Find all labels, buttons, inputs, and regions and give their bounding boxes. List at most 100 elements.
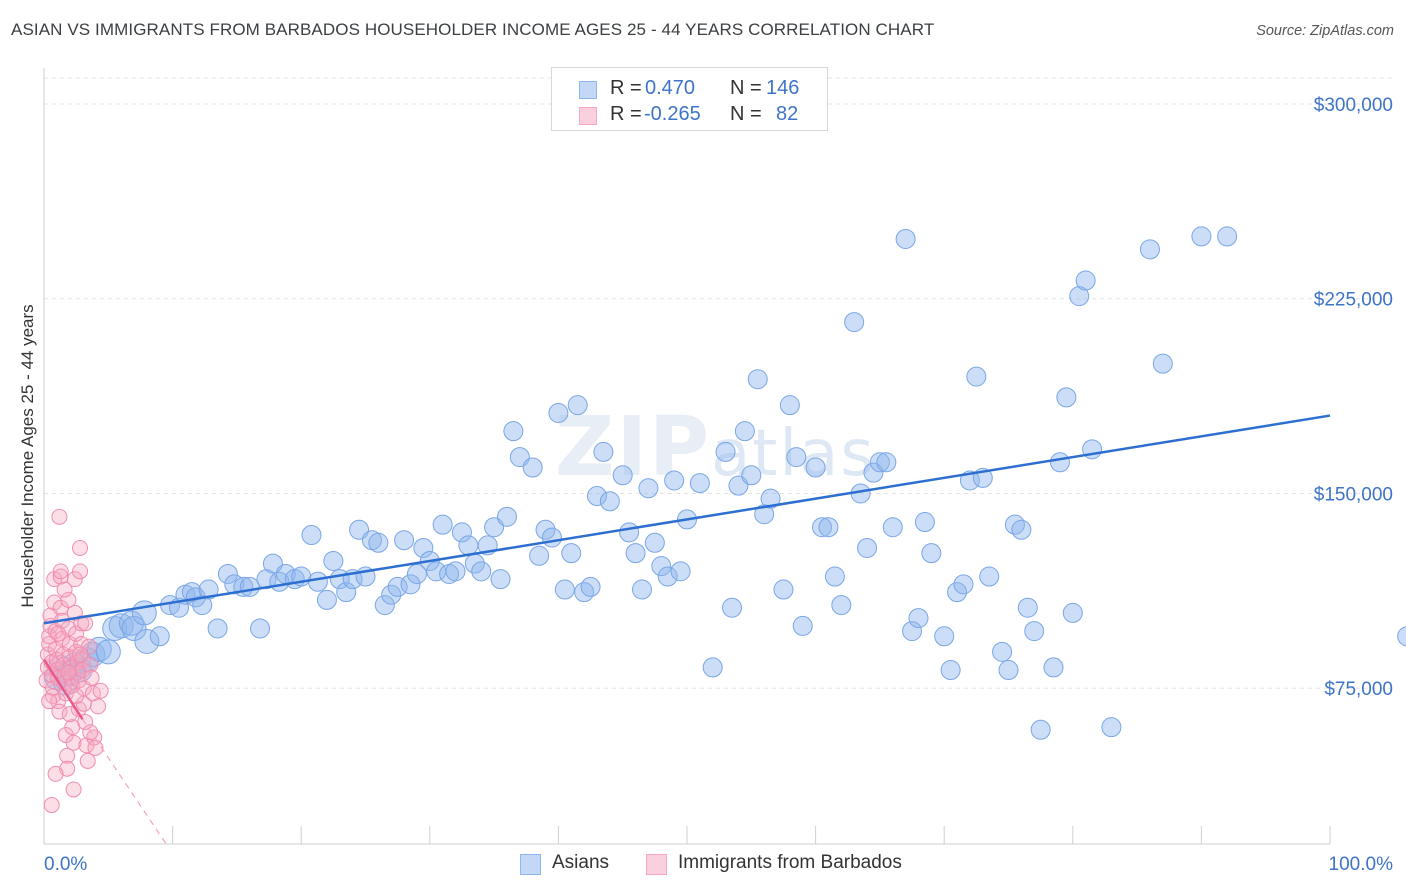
asians-point [1069, 286, 1090, 307]
legend-row-barbados: R = -0.265 N = 82 [552, 101, 827, 129]
asians-point [1049, 452, 1070, 473]
asians-point [792, 615, 813, 636]
legend-r-value: -0.265 [644, 103, 701, 125]
asians-point [400, 574, 421, 595]
y-tick-label: $225,000 [1314, 290, 1393, 311]
asians-point [316, 589, 337, 610]
asians-point [831, 595, 852, 616]
asians-point [805, 457, 826, 478]
asians-point [857, 537, 878, 558]
barbados-point [50, 625, 67, 642]
asians-point [1152, 353, 1173, 374]
asians-point [490, 569, 511, 590]
asians-point [307, 571, 328, 592]
asians-point [992, 641, 1013, 662]
barbados-point [72, 563, 89, 580]
asians-point [451, 522, 472, 543]
asians-point [715, 441, 736, 462]
asians-point [458, 535, 479, 556]
asians-point [102, 615, 128, 641]
asians-point [824, 566, 845, 587]
asians-point [644, 532, 665, 553]
asians-point [979, 566, 1000, 587]
barbados-point [59, 747, 76, 764]
asians-point [818, 517, 839, 538]
asians-point [535, 519, 556, 540]
asians-point [934, 626, 955, 647]
asians-point [541, 527, 562, 548]
barbados-point [60, 664, 77, 681]
grid [44, 77, 1393, 689]
asians-point [1062, 602, 1083, 623]
asians-point [773, 579, 794, 600]
asians-point [844, 312, 865, 333]
y-tick-label: $150,000 [1314, 484, 1393, 505]
legend-n-value: 146 [766, 77, 800, 99]
asians-point [882, 517, 903, 538]
asians-point [394, 530, 415, 551]
asians-point [1030, 719, 1051, 740]
legend-r-value: 0.470 [645, 77, 696, 99]
asians-point [368, 532, 389, 553]
asians-point [529, 545, 550, 566]
asians-point [217, 563, 238, 584]
asians-swatch [520, 854, 541, 875]
barbados-point [47, 765, 64, 782]
asians-point [256, 569, 277, 590]
barbados-points [38, 508, 109, 814]
asians-point [702, 657, 723, 678]
asians-point [741, 465, 762, 486]
asians-point [812, 517, 833, 538]
axis-labels: $75,000 $150,000 $225,000 $300,000 0.0% 100.0… [18, 95, 1393, 875]
asians-point [619, 522, 640, 543]
barbados-point [66, 571, 83, 588]
legend-n-label: N = [730, 77, 762, 99]
asians-point [387, 576, 408, 597]
legend-n-value: 82 [776, 103, 799, 125]
asians-point [554, 579, 575, 600]
asians-point [198, 579, 219, 600]
y-tick-label: $300,000 [1314, 95, 1393, 116]
barbados-point [52, 563, 69, 580]
asians-point [1056, 387, 1077, 408]
asians-point [301, 525, 322, 546]
barbados-trend-extension [82, 719, 167, 845]
asians-legend-label: Asians [552, 852, 610, 873]
barbados-trend-line [42, 658, 84, 721]
asians-point [548, 402, 569, 423]
barbados-point [72, 539, 89, 556]
asians-point [689, 473, 710, 494]
asians-point [134, 628, 160, 654]
asians-point [902, 621, 923, 642]
asians-point [747, 369, 768, 390]
barbados-point [51, 703, 68, 720]
y-tick-label: $75,000 [1324, 679, 1393, 700]
asians-point [239, 576, 260, 597]
asians-point [657, 566, 678, 587]
asians-point [381, 584, 402, 605]
chart-title: ASIAN VS IMMIGRANTS FROM BARBADOS HOUSEH… [11, 20, 935, 39]
asians-point [670, 561, 691, 582]
asians-point [108, 613, 134, 639]
asians-point [876, 452, 897, 473]
asians-point [192, 595, 213, 616]
barbados-point [72, 646, 89, 663]
asians-point [786, 447, 807, 468]
asians-point [998, 660, 1019, 681]
barbados-point [87, 739, 104, 756]
asians-point [561, 543, 582, 564]
asians-point [940, 660, 961, 681]
asians-point [914, 512, 935, 533]
barbados-point [92, 682, 109, 699]
asians-point [471, 561, 492, 582]
asians-point [1101, 717, 1122, 738]
asians-point [1191, 226, 1212, 247]
asians-point [779, 395, 800, 416]
source-label: Source: ZipAtlas.com [1256, 23, 1394, 39]
asians-point [631, 579, 652, 600]
barbados-point [61, 706, 78, 723]
asians-trend-line [43, 414, 1331, 625]
asians-point [664, 470, 685, 491]
legend-n-label: N = [730, 103, 762, 125]
